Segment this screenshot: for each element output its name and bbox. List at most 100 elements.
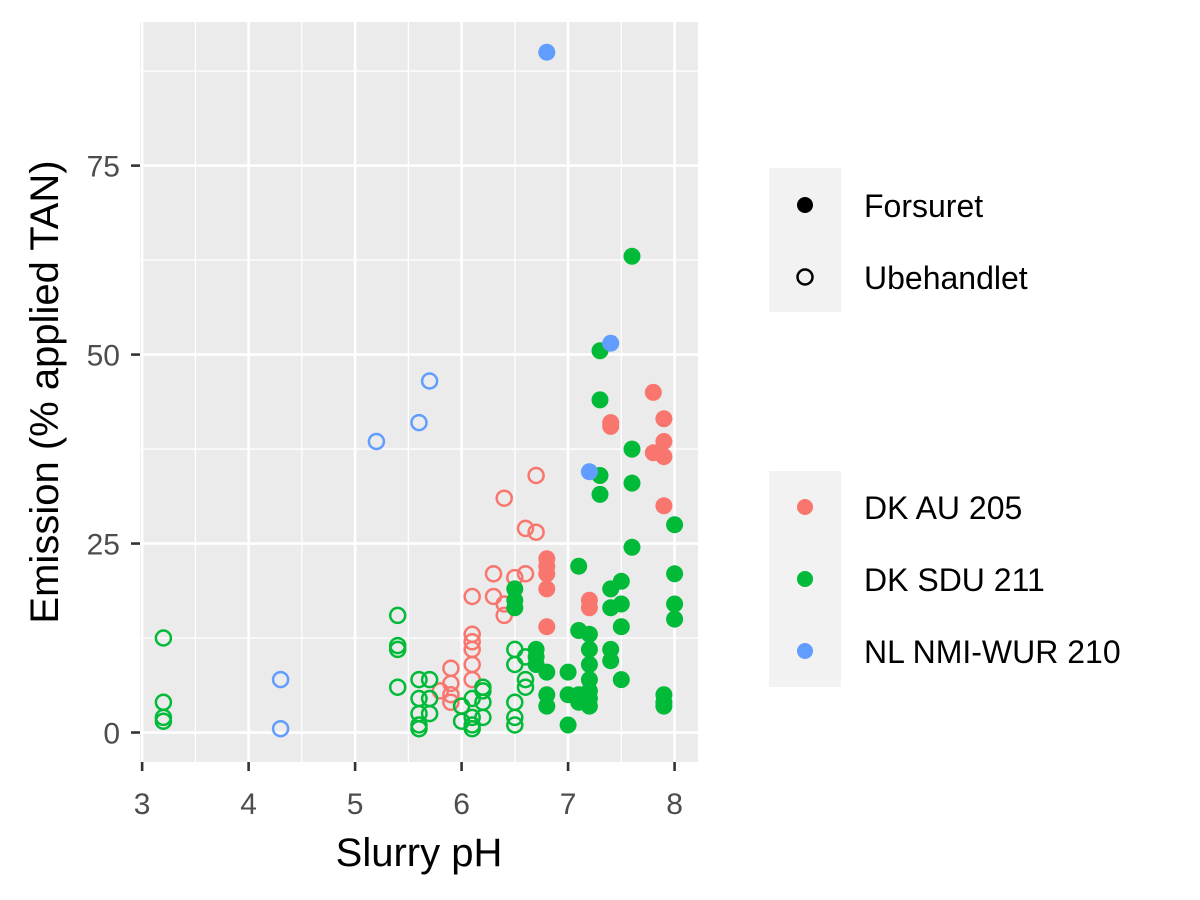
data-point (644, 383, 662, 401)
data-point (602, 334, 620, 352)
data-point (410, 670, 428, 689)
data-point (580, 697, 598, 715)
data-point (495, 489, 513, 507)
data-point (623, 247, 641, 265)
data-point (612, 572, 630, 590)
legend-key-nl-nmi-wur-210 (797, 643, 813, 659)
data-point (463, 633, 481, 651)
x-tick-label: 4 (240, 788, 257, 821)
data-point (580, 656, 598, 673)
data-point (580, 463, 598, 481)
data-point (367, 432, 386, 451)
y-tick-label: 75 (87, 151, 120, 184)
data-point (602, 414, 620, 432)
data-point (388, 640, 407, 659)
data-point (580, 640, 598, 658)
data-point (538, 697, 556, 715)
major-grid (140, 22, 698, 762)
data-point (612, 671, 630, 689)
data-point (612, 595, 630, 613)
data-point (516, 678, 535, 696)
data-point (420, 372, 439, 390)
legend-key-dk-sdu-211 (797, 571, 813, 587)
x-axis: 3 4 5 6 7 8 (134, 762, 683, 821)
data-point (442, 685, 460, 704)
data-point (474, 682, 492, 700)
data-point (655, 410, 673, 428)
data-point (271, 719, 290, 738)
legend-key-dk-au-205 (797, 499, 813, 515)
data-point (623, 440, 641, 458)
legend-label-dk-au-205: DK AU 205 (864, 490, 1022, 526)
legend-label-dk-sdu-211: DK SDU 211 (864, 562, 1045, 598)
data-point (666, 565, 684, 583)
data-point (655, 697, 673, 715)
y-tick-label: 25 (87, 529, 120, 562)
data-point (463, 719, 481, 738)
data-point (538, 580, 556, 598)
legend-label-forsuret: Forsuret (864, 188, 983, 224)
data-point (154, 712, 173, 730)
data-point (538, 663, 556, 681)
y-tick-label: 0 (103, 718, 120, 751)
data-point (463, 708, 481, 727)
x-tick-label: 7 (560, 788, 577, 821)
data-point (410, 413, 428, 432)
data-point (442, 674, 460, 693)
data-point (154, 629, 173, 647)
data-point (442, 693, 460, 712)
legend-key-forsuret (797, 197, 813, 213)
shape-legend-key-background (769, 168, 841, 312)
data-point (570, 557, 588, 575)
data-point (538, 565, 556, 583)
data-point (516, 648, 535, 666)
data-point (559, 716, 577, 734)
data-point (506, 599, 524, 617)
data-points (154, 43, 684, 738)
x-tick-label: 5 (347, 788, 364, 821)
data-point (516, 565, 535, 583)
shape-legend: Forsuret Ubehandlet (769, 168, 1028, 312)
data-point (666, 516, 684, 534)
color-legend: DK AU 205 DK SDU 211 NL NMI-WUR 210 (769, 471, 1121, 687)
data-point (591, 485, 609, 503)
x-tick-label: 3 (134, 788, 151, 821)
data-point (388, 606, 407, 625)
x-axis-title: Slurry pH (336, 831, 503, 875)
data-point (484, 565, 503, 583)
y-tick-label: 50 (87, 340, 120, 373)
data-point (420, 670, 439, 689)
data-point (506, 716, 524, 734)
legend-label-ubehandlet: Ubehandlet (864, 260, 1028, 296)
data-point (655, 497, 673, 515)
data-point (527, 523, 545, 541)
minor-grid (140, 22, 698, 762)
data-point (580, 625, 598, 643)
data-point (666, 610, 684, 628)
x-tick-label: 6 (453, 788, 470, 821)
data-point (388, 678, 407, 696)
data-point (538, 618, 556, 636)
data-point (506, 708, 524, 727)
data-point (527, 466, 545, 485)
data-point (612, 618, 630, 636)
data-point (463, 587, 481, 606)
data-point (666, 595, 684, 613)
x-tick-label: 8 (666, 788, 683, 821)
data-point (271, 670, 290, 689)
legend-label-nl-nmi-wur-210: NL NMI-WUR 210 (864, 634, 1121, 670)
data-point (623, 538, 641, 556)
data-point (420, 704, 439, 723)
data-point (655, 448, 673, 466)
data-point (559, 663, 577, 681)
data-point (623, 474, 641, 492)
data-point (516, 670, 535, 689)
data-point (410, 719, 428, 738)
legend-key-ubehandlet (796, 268, 814, 286)
data-point (538, 43, 556, 61)
data-point (516, 519, 535, 538)
data-point (602, 652, 620, 670)
data-point (580, 591, 598, 609)
data-point (655, 433, 673, 450)
